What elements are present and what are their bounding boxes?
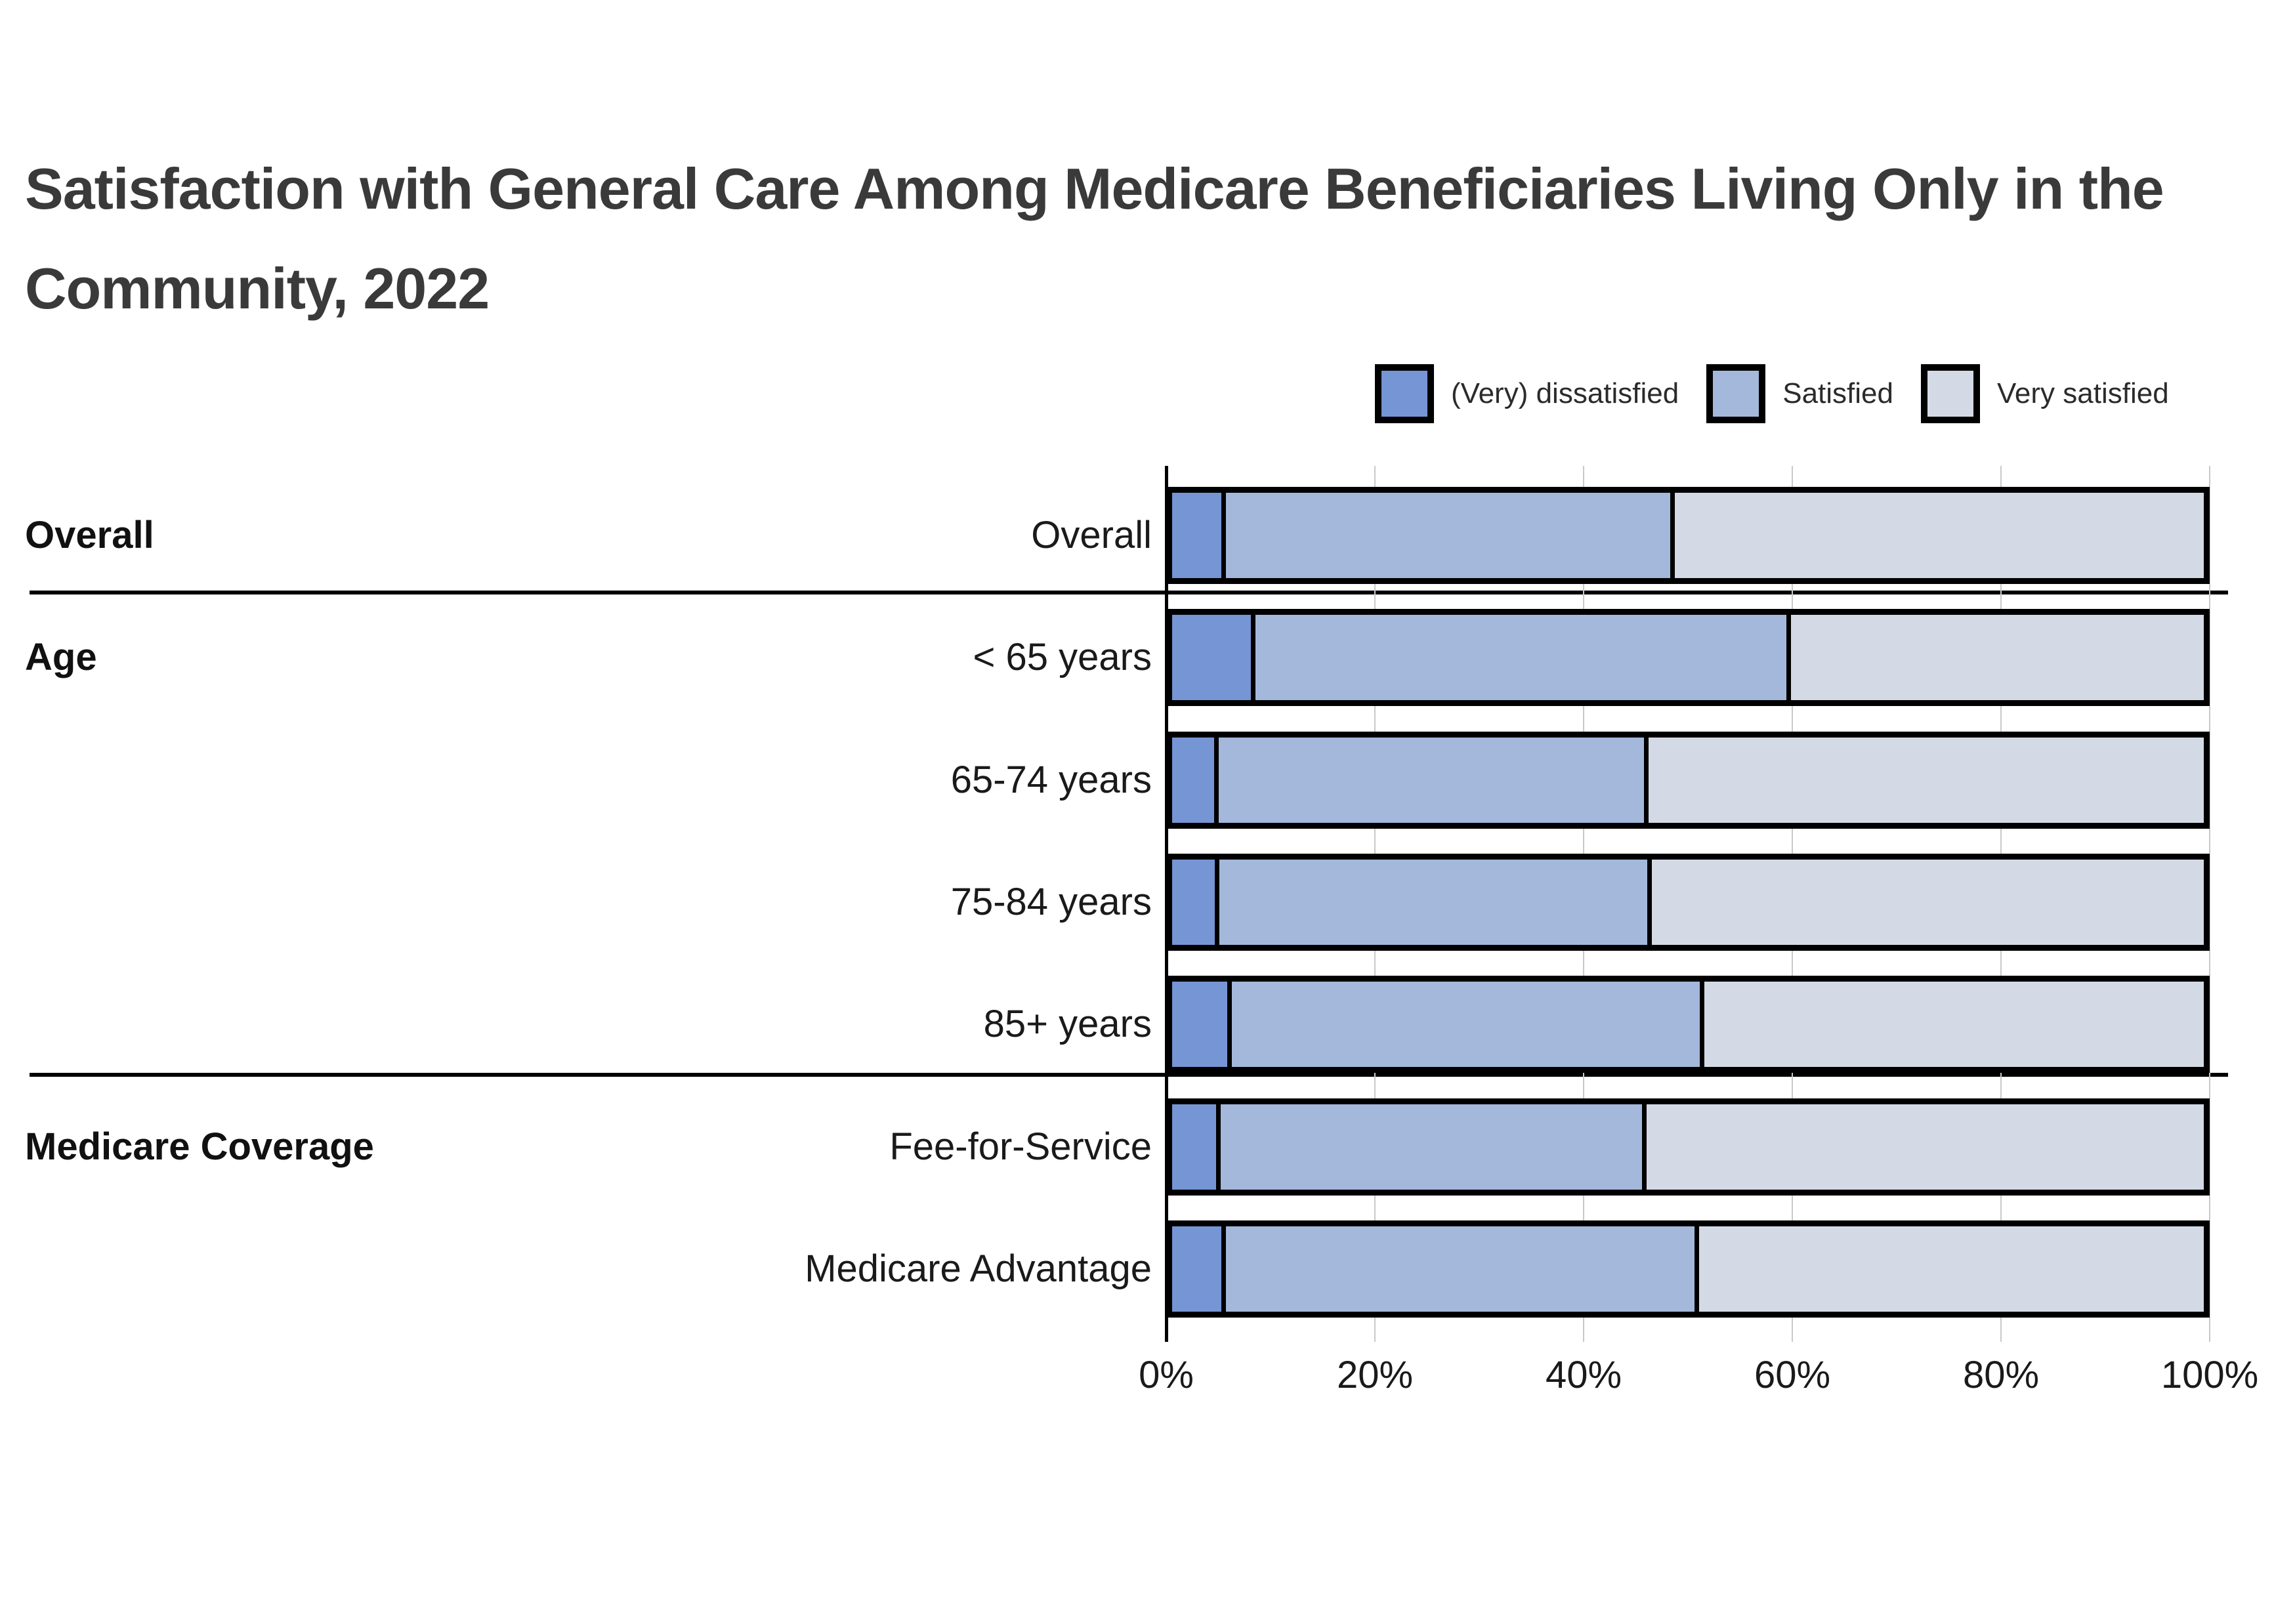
row-labels: Overall < 65 years 65-74 years 75-84 years 8… <box>0 466 1157 1342</box>
section-divider-overall-age <box>30 591 2228 594</box>
x-tick-label-80: 80% <box>1962 1354 2040 1396</box>
plot-area: 0% 20% 40% 60% 80% 100% <box>1139 466 2258 1396</box>
legend-item-satisfied: Satisfied <box>1706 364 1893 423</box>
x-tick-label-40: 40% <box>1545 1354 1622 1396</box>
row-label-0: Overall <box>1031 514 1152 556</box>
row-label-3: 75-84 years <box>950 880 1152 923</box>
legend-label-very-satisfied: Very satisfied <box>1997 377 2169 409</box>
chart-title: Satisfaction with General Care Among Med… <box>25 139 2230 339</box>
bar-segment-very-satisfied <box>1649 737 2204 823</box>
bar-segment-satisfied <box>1219 859 1652 945</box>
row-label-4: 85+ years <box>983 1003 1152 1046</box>
legend-label-satisfied: Satisfied <box>1782 377 1893 409</box>
row-label-1: < 65 years <box>973 636 1152 679</box>
bar-segment-satisfied <box>1255 615 1792 701</box>
group-label-overall: Overall <box>25 514 154 556</box>
legend-item-dissatisfied: (Very) dissatisfied <box>1375 364 1679 423</box>
bar-segment-very-dissatisfied <box>1172 859 1220 945</box>
bar-segment-very-satisfied <box>1674 493 2204 578</box>
bar-row-5 <box>1166 1098 2210 1196</box>
legend-item-very-satisfied: Very satisfied <box>1921 364 2169 423</box>
bar-row-1 <box>1166 609 2210 707</box>
legend-label-dissatisfied: (Very) dissatisfied <box>1451 377 1679 409</box>
bar-segment-very-satisfied <box>1699 1226 2204 1312</box>
bar-segment-very-dissatisfied <box>1172 982 1232 1068</box>
bar-row-2 <box>1166 731 2210 829</box>
chart-title-line2: Community, 2022 <box>25 256 490 321</box>
bar-segment-very-dissatisfied <box>1172 737 1219 823</box>
bar-segment-very-satisfied <box>1651 859 2204 945</box>
bar-segment-very-satisfied <box>1647 1104 2204 1190</box>
bar-segment-very-dissatisfied <box>1172 1226 1226 1312</box>
gridline-100 <box>2209 466 2210 1342</box>
x-tick-label-100: 100% <box>2160 1354 2259 1396</box>
bar-row-6 <box>1166 1220 2210 1318</box>
section-divider-age-coverage <box>30 1073 2228 1077</box>
row-label-6: Medicare Advantage <box>805 1247 1152 1290</box>
x-tick-label-0: 0% <box>1139 1354 1194 1396</box>
bar-segment-satisfied <box>1218 737 1649 823</box>
bar-row-0 <box>1166 487 2210 584</box>
bar-row-4 <box>1166 976 2210 1073</box>
row-label-2: 65-74 years <box>950 758 1152 801</box>
x-tick-label-20: 20% <box>1336 1354 1414 1396</box>
x-tick-label-60: 60% <box>1754 1354 1831 1396</box>
bar-row-3 <box>1166 853 2210 951</box>
bar-segment-satisfied <box>1220 1104 1647 1190</box>
bar-segment-very-dissatisfied <box>1172 493 1226 578</box>
bar-segment-very-dissatisfied <box>1172 1104 1221 1190</box>
bar-segment-very-dissatisfied <box>1172 615 1256 701</box>
legend-swatch-very-satisfied <box>1921 364 1980 423</box>
legend-swatch-satisfied <box>1706 364 1766 423</box>
legend: (Very) dissatisfied Satisfied Very satis… <box>1375 362 2169 425</box>
chart-title-line1: Satisfaction with General Care Among Med… <box>25 156 2164 221</box>
bar-segment-satisfied <box>1225 1226 1700 1312</box>
row-label-5: Fee-for-Service <box>889 1125 1152 1168</box>
bar-segment-satisfied <box>1225 493 1675 578</box>
bar-segment-very-satisfied <box>1704 982 2204 1068</box>
bar-segment-very-satisfied <box>1791 615 2204 701</box>
group-label-age: Age <box>25 636 97 678</box>
group-label-medicare-coverage: Medicare Coverage <box>25 1125 374 1168</box>
bar-segment-satisfied <box>1232 982 1705 1068</box>
legend-swatch-dissatisfied <box>1375 364 1434 423</box>
